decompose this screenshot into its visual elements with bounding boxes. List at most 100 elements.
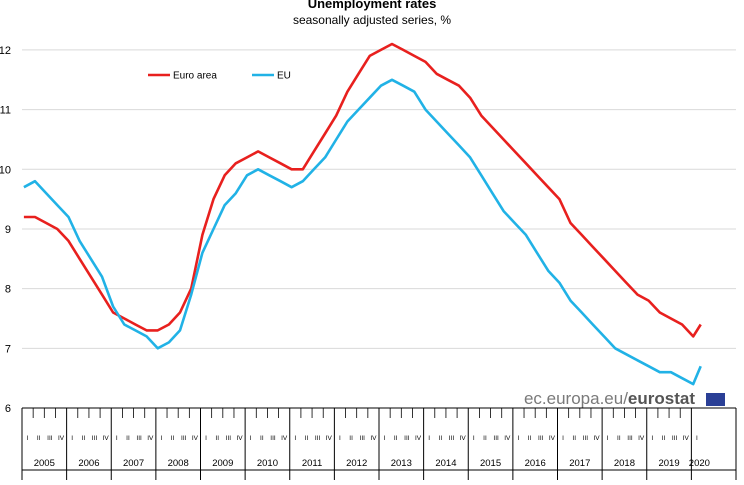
year-label: 2020 — [689, 458, 710, 469]
chart-subtitle: seasonally adjusted series, % — [293, 13, 451, 27]
year-label: 2019 — [658, 458, 679, 469]
year-label: 2016 — [525, 458, 546, 469]
y-tick-label: 7 — [5, 343, 11, 355]
year-label: 2007 — [123, 458, 144, 469]
quarter-label: II — [82, 435, 86, 442]
quarter-label: III — [270, 435, 276, 442]
y-tick-label: 12 — [0, 45, 11, 57]
y-axis: 6 7 8 9 10 11 12 — [0, 45, 11, 415]
quarter-label: I — [607, 435, 609, 442]
series-line-euro-area — [23, 42, 702, 338]
quarter-label: IV — [281, 435, 288, 442]
quarter-label: IV — [549, 435, 556, 442]
quarter-label: I — [696, 435, 698, 442]
quarter-label: III — [226, 435, 232, 442]
quarter-label: II — [439, 435, 443, 442]
source-text: ec.europa.eu/eurostat — [524, 389, 695, 408]
y-tick-label: 11 — [0, 105, 11, 117]
quarter-label: I — [473, 435, 475, 442]
source-label: ec.europa.eu/eurostat — [524, 389, 725, 408]
source-url: ec.europa.eu/ — [524, 389, 628, 408]
quarter-label: IV — [593, 435, 600, 442]
y-tick-label: 6 — [5, 403, 11, 415]
y-tick-label: 8 — [5, 284, 11, 296]
quarter-label: I — [518, 435, 520, 442]
quarter-label: I — [116, 435, 118, 442]
quarter-label: II — [126, 435, 130, 442]
quarter-label: IV — [236, 435, 243, 442]
grid-lines — [22, 49, 736, 349]
quarter-label: III — [136, 435, 142, 442]
quarter-label: II — [349, 435, 353, 442]
quarter-label: III — [449, 435, 455, 442]
quarter-label: I — [384, 435, 386, 442]
quarter-label: IV — [192, 435, 199, 442]
year-label: 2005 — [34, 458, 55, 469]
quarter-label: I — [205, 435, 207, 442]
quarter-label: IV — [415, 435, 422, 442]
chart-title: Unemployment rates — [308, 0, 437, 11]
quarter-label: II — [215, 435, 219, 442]
quarter-label: III — [47, 435, 53, 442]
legend-label: EU — [277, 71, 291, 82]
year-label: 2018 — [614, 458, 635, 469]
quarter-label: IV — [103, 435, 110, 442]
year-label: 2012 — [346, 458, 367, 469]
year-label: 2014 — [435, 458, 456, 469]
quarter-label: II — [662, 435, 666, 442]
quarter-label: I — [250, 435, 252, 442]
series-lines — [23, 42, 702, 386]
quarter-label: III — [538, 435, 544, 442]
quarter-label: III — [181, 435, 187, 442]
quarter-label: IV — [504, 435, 511, 442]
quarter-label: I — [562, 435, 564, 442]
quarter-label: II — [394, 435, 398, 442]
quarter-label: II — [260, 435, 264, 442]
quarter-label: IV — [683, 435, 690, 442]
quarter-label: II — [617, 435, 621, 442]
eu-flag-icon — [706, 393, 725, 406]
quarter-label: I — [27, 435, 29, 442]
quarter-label: II — [171, 435, 175, 442]
year-label: 2011 — [302, 458, 322, 469]
quarter-label: I — [71, 435, 73, 442]
y-tick-label: 10 — [0, 164, 11, 176]
quarter-label: IV — [370, 435, 377, 442]
year-label: 2013 — [391, 458, 412, 469]
quarter-label: II — [572, 435, 576, 442]
quarter-label: III — [404, 435, 410, 442]
series-line-eu — [23, 78, 702, 386]
quarter-label: IV — [638, 435, 645, 442]
y-tick-label: 9 — [5, 224, 11, 236]
quarter-label: III — [315, 435, 321, 442]
quarter-label: IV — [147, 435, 154, 442]
year-label: 2010 — [257, 458, 278, 469]
quarter-label: III — [493, 435, 499, 442]
legend: Euro area EU — [148, 71, 291, 82]
year-label: 2017 — [569, 458, 590, 469]
quarter-label: III — [627, 435, 633, 442]
quarter-label: I — [428, 435, 430, 442]
quarter-label: I — [161, 435, 163, 442]
quarter-label: II — [483, 435, 487, 442]
year-label: 2009 — [212, 458, 233, 469]
year-label: 2008 — [168, 458, 189, 469]
quarter-label: IV — [58, 435, 65, 442]
quarter-label: I — [294, 435, 296, 442]
quarter-label: III — [583, 435, 589, 442]
quarter-label: I — [651, 435, 653, 442]
quarter-label: IV — [460, 435, 467, 442]
quarter-label: III — [92, 435, 98, 442]
quarter-label: III — [360, 435, 366, 442]
source-brand: eurostat — [628, 389, 695, 408]
quarter-label: III — [672, 435, 678, 442]
legend-label: Euro area — [173, 71, 217, 82]
quarter-label: IV — [326, 435, 333, 442]
quarter-label: II — [528, 435, 532, 442]
quarter-label: II — [305, 435, 309, 442]
year-label: 2006 — [78, 458, 99, 469]
quarter-label: II — [37, 435, 41, 442]
year-label: 2015 — [480, 458, 501, 469]
